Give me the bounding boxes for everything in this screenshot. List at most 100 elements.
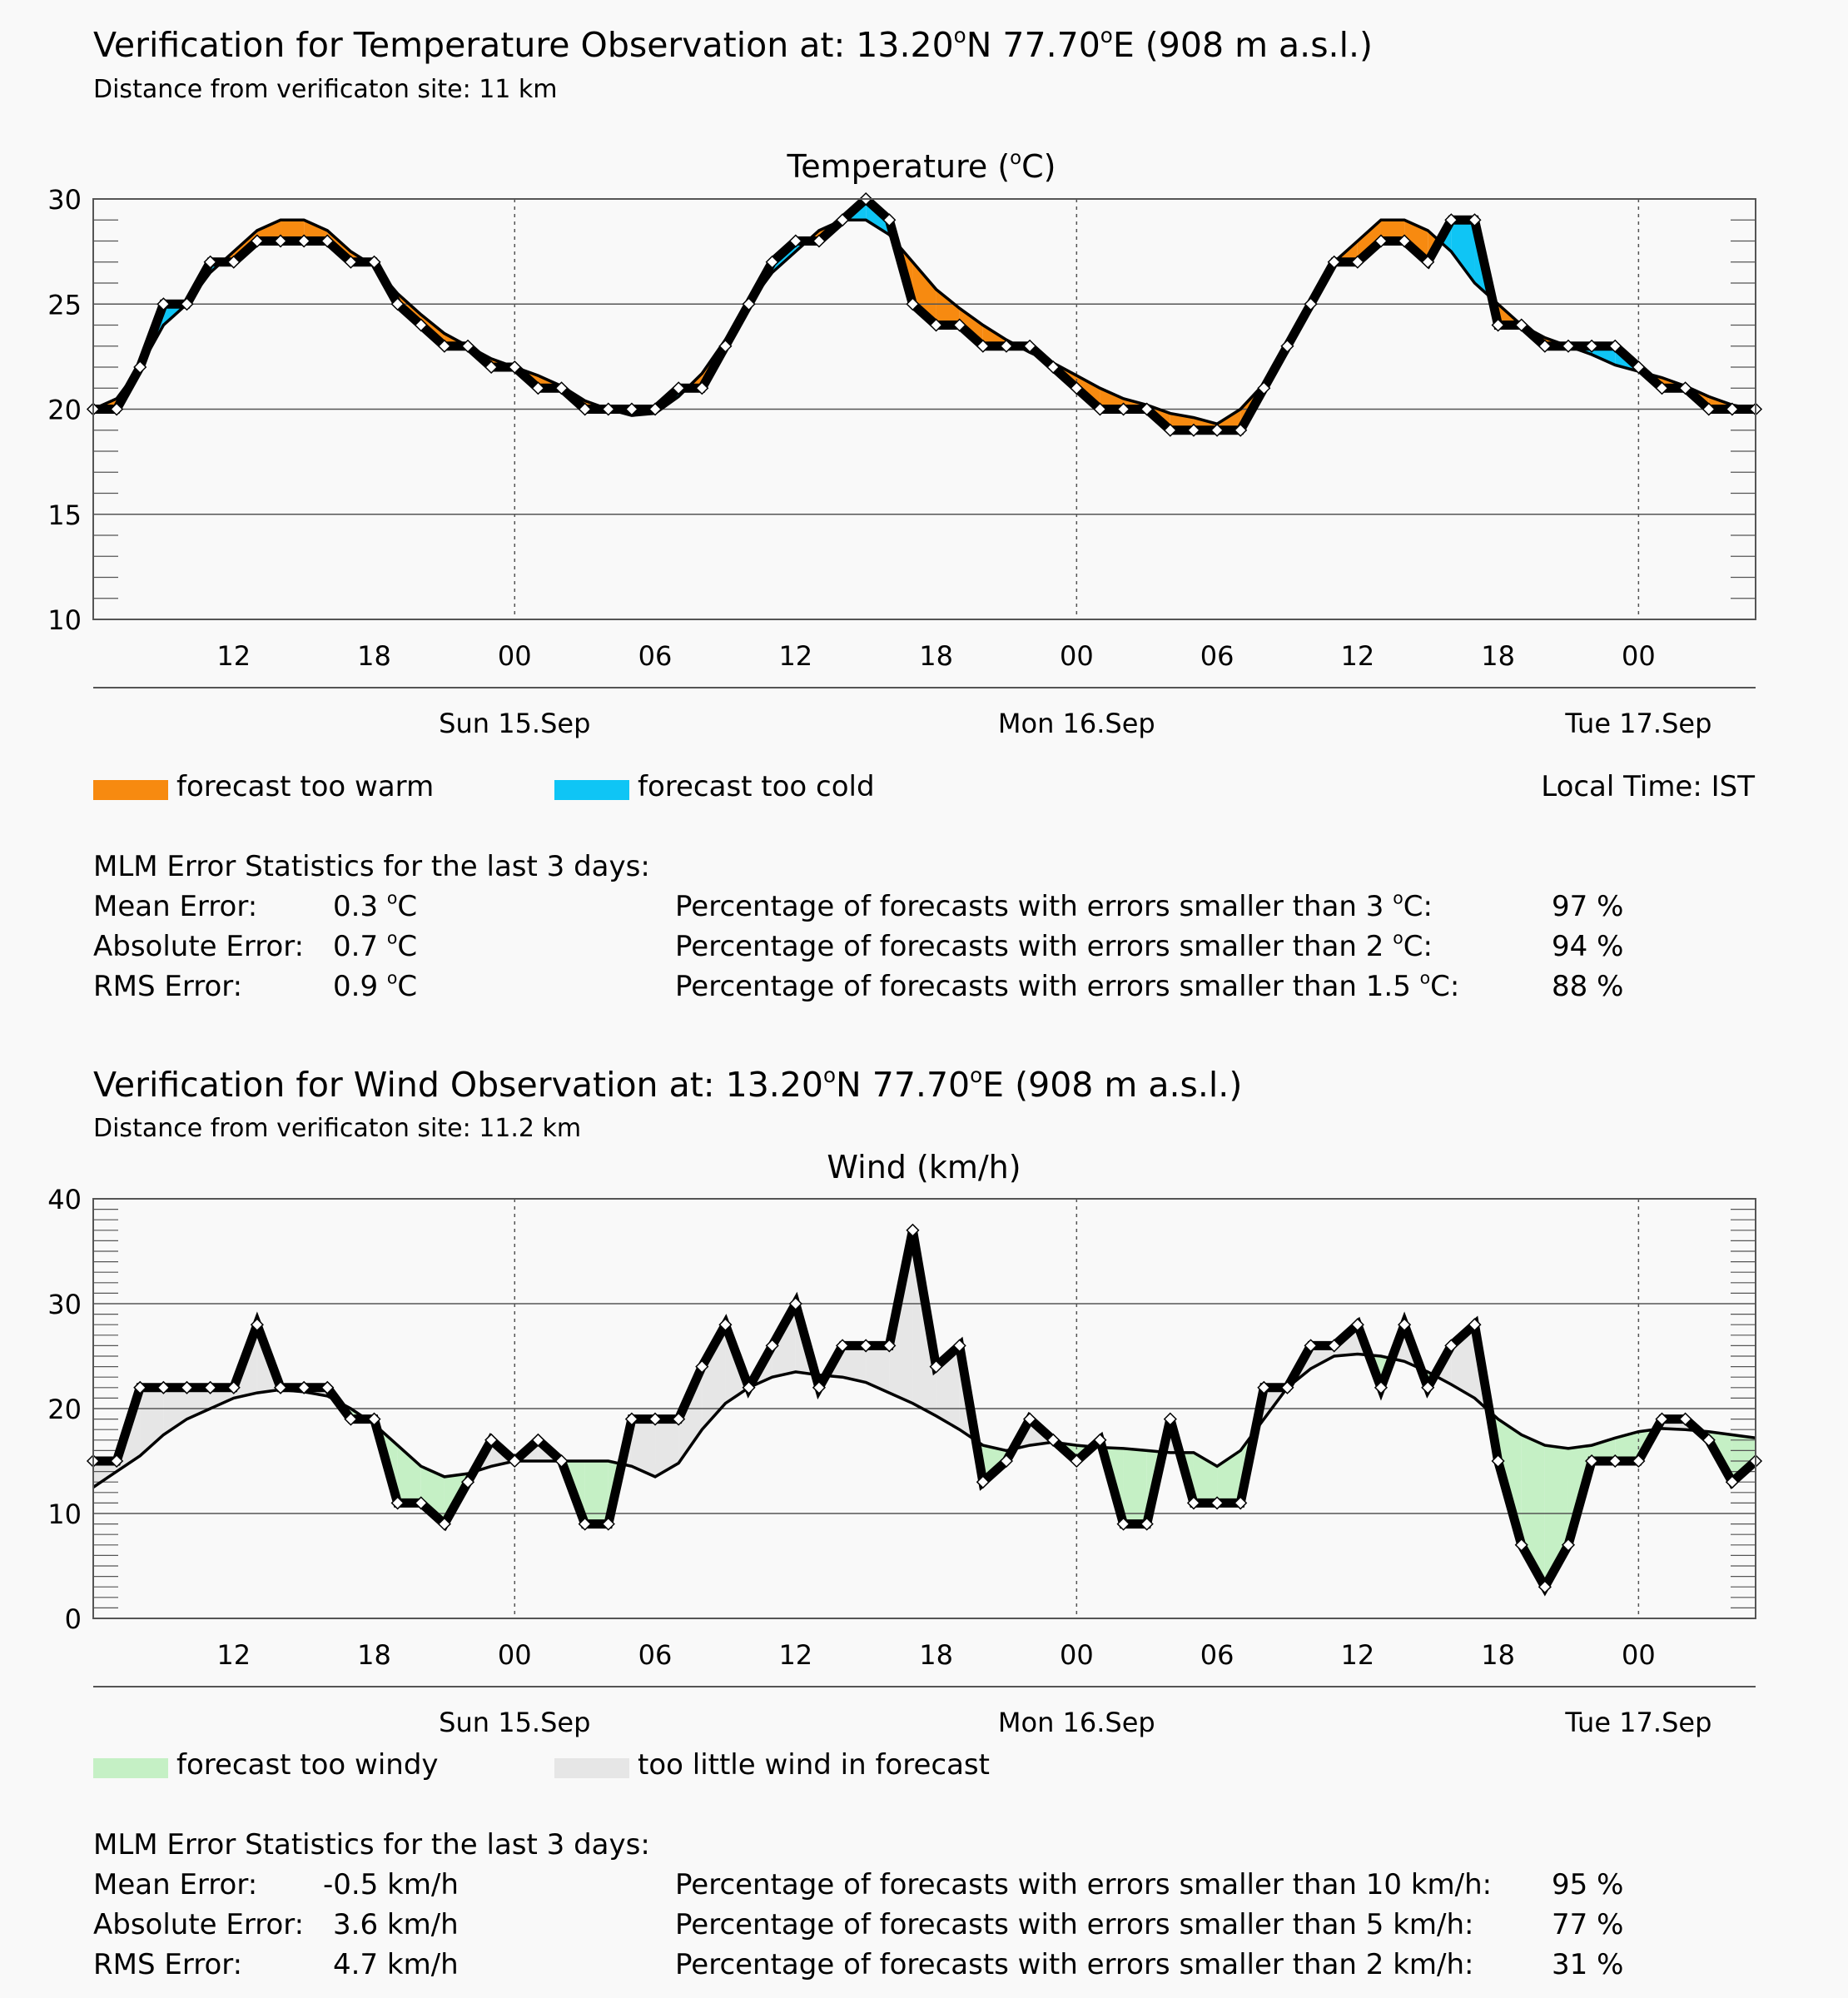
y-tick-label: 40 — [47, 1184, 82, 1215]
x-tick-label: 12 — [1340, 1639, 1374, 1671]
temp-distance: Distance from verificaton site: 11 km — [93, 75, 558, 104]
temperature-chart: 10 15 20 25 30 12 18 00 06 12 18 00 06 12 18 00 Sun 15.S… — [47, 184, 1763, 739]
observation-point — [1257, 381, 1271, 395]
temp-title-prefix: Verification for Temperature Observation… — [93, 25, 954, 65]
fill-too-windy — [1731, 1434, 1756, 1483]
wind-chart-title: Wind (km/h) — [827, 1149, 1021, 1185]
temp-title: Verification for Temperature Observation… — [93, 25, 1373, 65]
observation-point — [672, 381, 686, 395]
wind-chart: 0 10 20 30 40 12 18 00 06 12 18 00 06 12 18 00 Sun 15.Se… — [47, 1184, 1763, 1738]
wind-title-lat: N 77.70 — [836, 1065, 971, 1105]
observation-point — [1210, 1496, 1225, 1510]
fill-too-little-wind — [842, 1345, 867, 1383]
observation-point — [1374, 234, 1388, 248]
observation-point — [1093, 402, 1107, 416]
stat-pct-label: Percentage of forecasts with errors smal… — [675, 1908, 1474, 1941]
stat-value: -0.5 km/h — [323, 1868, 459, 1901]
observation-point — [1421, 1380, 1435, 1394]
degree-mark: o — [1393, 887, 1403, 908]
temp-title-lat: N 77.70 — [966, 25, 1100, 65]
fill-too-little-wind — [1310, 1345, 1334, 1369]
stat-value: 3.6 km/h — [333, 1908, 459, 1941]
legend-warm-label: forecast too warm — [176, 770, 435, 803]
day-label: Mon 16.Sep — [998, 708, 1155, 739]
degree-mark: o — [1100, 22, 1113, 47]
x-tick-label: 06 — [1200, 1639, 1234, 1671]
observation-point — [297, 1380, 311, 1394]
y-tick-label: 25 — [47, 289, 82, 321]
legend-windy-label: forecast too windy — [176, 1748, 439, 1782]
fill-too-warm — [1380, 220, 1405, 241]
y-tick-label: 10 — [47, 1498, 82, 1530]
stat-pct-value: 77 % — [1552, 1908, 1624, 1941]
observation-point — [1725, 402, 1739, 416]
fill-too-little-wind — [93, 1461, 117, 1488]
x-tick-label: 00 — [1060, 1639, 1094, 1671]
fill-too-little-wind — [655, 1419, 679, 1477]
observation-point — [1093, 1433, 1107, 1447]
wind-title-prefix: Verification for Wind Observation at: 13… — [93, 1065, 823, 1105]
observation-point — [976, 339, 990, 353]
observation-point — [1140, 402, 1154, 416]
observation-point — [133, 1380, 147, 1394]
observation-point — [601, 402, 615, 416]
observation-point — [414, 1496, 428, 1510]
observation-point — [1632, 360, 1646, 375]
observation-point — [1608, 1454, 1622, 1469]
stat-pct-value: 94 % — [1552, 930, 1624, 963]
observation-point — [1186, 1496, 1201, 1510]
observation-point — [788, 1296, 802, 1311]
observation-point — [718, 1318, 733, 1332]
observation-point — [906, 1223, 920, 1237]
observation-point — [1163, 1412, 1177, 1426]
observation-point — [437, 339, 451, 353]
degree-mark: o — [386, 887, 398, 908]
observation-point — [1046, 1433, 1061, 1447]
observation-point — [1608, 339, 1622, 353]
observation-point — [203, 255, 217, 269]
temp-chart-title-unit: C) — [1021, 148, 1056, 185]
observation-point — [1655, 381, 1669, 395]
observation-point — [1186, 423, 1201, 437]
wind-distance: Distance from verificaton site: 11.2 km — [93, 1114, 582, 1143]
observation-point — [835, 1339, 850, 1353]
observation-point — [1070, 381, 1084, 395]
observation-point — [367, 255, 381, 269]
observation-point — [437, 1517, 451, 1531]
x-tick-label: 12 — [778, 1639, 812, 1671]
observation-point — [601, 1517, 615, 1531]
observation-point — [1585, 1454, 1599, 1469]
observation-point — [250, 234, 264, 248]
observation-point — [788, 234, 802, 248]
observation-point — [531, 381, 545, 395]
observation-point — [1304, 297, 1318, 311]
observation-point — [273, 234, 288, 248]
fill-too-warm — [304, 220, 328, 241]
stat-number: 0.9 — [333, 970, 387, 1003]
observation-point — [1398, 1318, 1412, 1332]
observation-point — [250, 1318, 264, 1332]
observation-point — [1468, 1318, 1482, 1332]
observation-point — [1234, 1496, 1248, 1510]
y-tick-label: 0 — [65, 1603, 82, 1635]
observation-point — [320, 1380, 335, 1394]
observation-point — [906, 297, 920, 311]
observation-point — [460, 1475, 475, 1489]
x-tick-label: 18 — [357, 640, 391, 672]
stat-label: Mean Error: — [93, 890, 258, 923]
observation-point — [882, 213, 897, 227]
stat-pct-value: 31 % — [1552, 1948, 1624, 1981]
observation-point — [1561, 1538, 1576, 1552]
observation-point — [1304, 1339, 1318, 1353]
observation-point — [695, 381, 709, 395]
observation-point — [1514, 1538, 1528, 1552]
day-label: Sun 15.Sep — [439, 1707, 590, 1738]
observation-point — [578, 1517, 592, 1531]
stat-value: 0.7 oC — [333, 930, 417, 963]
x-tick-label: 00 — [1622, 640, 1656, 672]
fill-too-little-wind — [631, 1419, 656, 1477]
stat-pct-label: Percentage of forecasts with errors smal… — [675, 930, 1433, 963]
observation-point — [180, 297, 194, 311]
stat-pct-label: Percentage of forecasts with errors smal… — [675, 1948, 1474, 1981]
observation-point — [344, 1412, 358, 1426]
